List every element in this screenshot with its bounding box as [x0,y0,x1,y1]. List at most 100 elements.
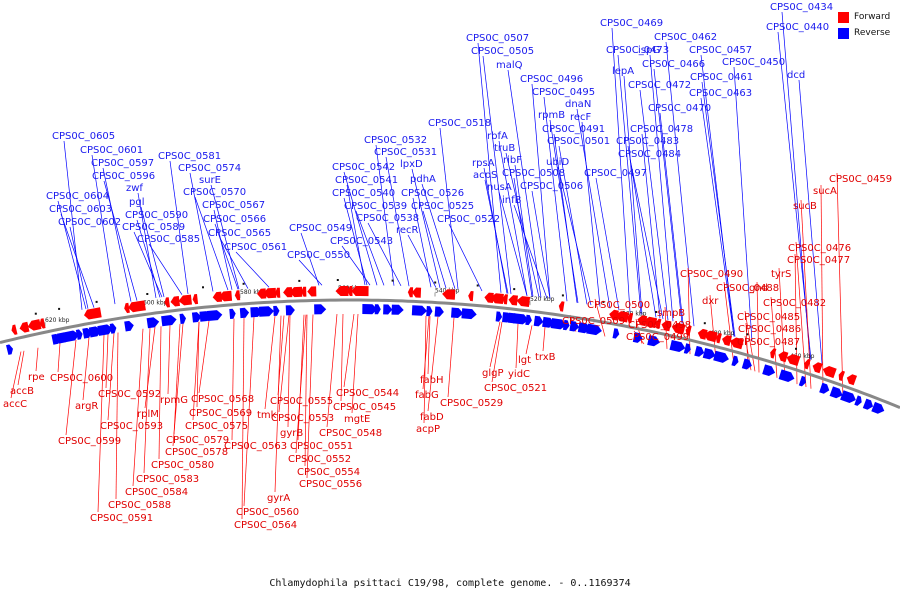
forward-gene-label: CPS0C_0499 [626,332,689,343]
forward-leader-line [173,323,181,435]
reverse-gene-label: lepA [612,66,634,77]
forward-leader-line [489,321,501,368]
forward-gene-arrow [468,291,474,302]
forward-gene-label: argR [75,401,98,412]
forward-leader-line [35,347,39,372]
forward-gene-arrow [178,294,192,306]
forward-gene-label: CPS0C_0551 [290,441,353,452]
reverse-leader-line [531,190,551,299]
forward-leader-line [143,327,151,474]
forward-gene-label: CPS0C_0498 [628,320,691,331]
scale-tick-label: 620 kbp [45,317,70,324]
forward-gene-label: sucB [793,201,817,212]
feature-marker [602,300,605,303]
forward-gene-label: sucA [813,186,837,197]
reverse-gene-arrow [179,313,186,324]
reverse-gene-label: surE [199,175,221,186]
feature-marker [655,311,658,313]
reverse-leader-line [213,209,233,290]
reverse-gene-arrow [97,324,113,336]
reverse-gene-label: CPS0C_0602 [58,217,121,228]
forward-gene-label: glgP [482,368,504,379]
forward-leader-line [287,315,291,428]
forward-strand-genes [11,279,857,386]
reverse-leader-line [700,97,735,337]
reverse-leader-line [102,167,132,302]
forward-gene-label: CPS0C_0556 [299,479,362,490]
forward-leader-line [278,315,290,413]
reverse-leader-line [653,68,683,324]
forward-gene-arrow [132,300,146,312]
reverse-leader-line [448,223,483,292]
forward-gene-arrow [671,322,686,335]
reverse-gene-arrow [647,335,660,347]
forward-gene-label: fabG [415,390,439,401]
reverse-gene-arrow [778,369,795,382]
reverse-leader-line [91,154,116,305]
reverse-leader-line [298,259,323,286]
forward-gene-label: CPS0C_0564 [234,520,297,531]
forward-gene-label: CPS0C_0579 [166,435,229,446]
forward-leader-line [196,321,200,408]
forward-leader-line [17,350,25,386]
reverse-gene-label: CPS0C_0566 [203,214,266,225]
forward-leader-line [192,321,200,421]
reverse-gene-arrow [374,304,381,315]
forward-leader-line [340,314,344,402]
reverse-gene-label: recF [570,112,592,123]
reverse-leader-line [439,127,459,290]
reverse-leader-line [700,54,735,337]
forward-gene-label: accB [10,386,34,397]
forward-leader-line [326,314,338,428]
forward-gene-arrow [558,301,565,312]
reverse-leader-line [611,27,631,313]
forward-gene-label: CPS0C_0584 [125,487,188,498]
reverse-gene-label: malQ [496,60,523,71]
reverse-leader-line [659,112,684,324]
reverse-gene-arrow [161,315,177,327]
reverse-gene-label: truB [494,143,515,154]
forward-gene-label: CPS0C_0500 [587,300,650,311]
forward-gene-arrow [11,324,18,335]
reverse-gene-arrow [586,323,602,336]
forward-leader-line [277,315,285,396]
forward-leader-line [447,317,455,398]
feature-marker [146,293,149,295]
forward-gene-label: rplM [137,409,159,420]
forward-gene-arrow [615,311,629,323]
reverse-gene-label: CPS0C_0605 [52,131,115,142]
forward-gene-arrow [637,315,648,327]
reverse-leader-line [148,243,183,295]
reverse-leader-line [137,192,157,299]
forward-gene-label: CPS0C_0476 [788,243,851,254]
reverse-gene-label: CPS0C_0574 [178,163,241,174]
reverse-gene-label: CPS0C_0463 [689,88,752,99]
scale-tick-label: 580 kbp [240,289,265,296]
reverse-gene-arrow [829,386,843,399]
reverse-gene-arrow [525,314,532,326]
forward-gene-label: mgtE [344,414,370,425]
forward-gene-label: CPS0C_0459 [829,174,892,185]
forward-leader-line [304,314,308,467]
reverse-gene-label: CPS0C_0525 [411,201,474,212]
forward-gene-arrow [335,286,349,296]
reverse-gene-label: CPS0C_0581 [158,151,221,162]
reverse-gene-label: rpmB [538,110,565,121]
reverse-gene-label: CPS0C_0601 [80,145,143,156]
reverse-gene-label: CPS0C_0472 [628,80,691,91]
forward-gene-arrow [770,348,777,359]
reverse-gene-label: rpsA [472,158,495,169]
reverse-leader-line [639,89,669,321]
reverse-leader-lines [57,11,823,364]
forward-gene-label: CPS0C_0552 [288,454,351,465]
reverse-gene-arrow [798,375,806,387]
reverse-leader-line [543,96,568,302]
forward-gene-label: CPS0C_0580 [151,460,214,471]
reverse-gene-arrow [6,344,13,355]
reverse-gene-label: infB [502,195,522,206]
reverse-gene-arrow [612,328,620,339]
reverse-gene-label: rbfA [487,131,508,142]
forward-gene-label: CPS0C_0521 [484,383,547,394]
reverse-gene-label: lpxD [400,159,423,170]
reverse-leader-line [531,83,551,299]
